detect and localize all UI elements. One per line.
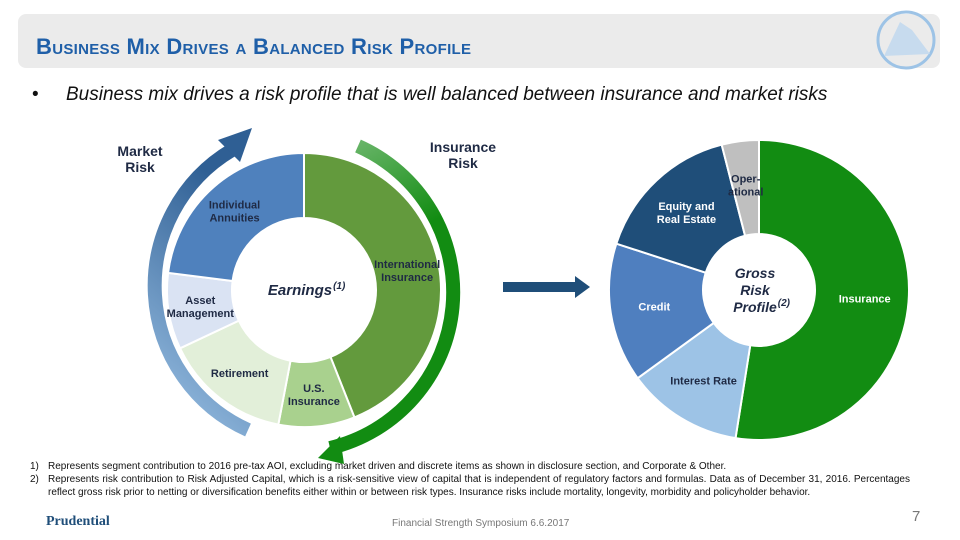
slice-label: Interest Rate	[670, 375, 737, 387]
slice-label: Asset Management	[167, 295, 235, 320]
slice-label: U.S. Insurance	[288, 383, 340, 408]
arrowhead	[218, 128, 252, 162]
slice-label: Insurance	[839, 293, 891, 305]
slice-label: Individual Annuities	[209, 200, 260, 225]
slice-label: Equity and Real Estate	[657, 201, 716, 226]
footnote-text: Represents segment contribution to 2016 …	[48, 461, 727, 472]
header-bar	[18, 14, 940, 68]
donut-slice	[615, 143, 747, 274]
slice-label: Credit	[638, 302, 670, 314]
page-number: 7	[912, 508, 921, 525]
footnote-num: 1)	[30, 461, 39, 472]
insurance-risk-arc	[328, 139, 461, 455]
logo: Prudential	[46, 514, 110, 529]
arrow	[503, 276, 590, 298]
market-risk-arc	[147, 143, 251, 437]
slice-label: Retirement	[211, 368, 269, 380]
center-label: Earnings	[268, 282, 332, 299]
footnote-text: Represents risk contribution to Risk Adj…	[48, 474, 910, 498]
footnote: 1) Represents segment contribution to 201…	[30, 461, 910, 474]
slice-label: International Insurance	[374, 259, 440, 284]
bullet-text: Business mix drives a risk profile that …	[66, 84, 828, 105]
donut-slice	[303, 151, 442, 419]
footnote: 2) Represents risk contribution to Risk A…	[30, 474, 910, 499]
center-label: Gross Risk Profile	[733, 265, 777, 315]
slide-title: Business Mix Drives a Balanced Risk Prof…	[36, 34, 472, 59]
donut-slice	[608, 242, 716, 380]
insurance-risk-label: Insurance Risk	[430, 139, 496, 171]
center-note: (1)	[333, 281, 346, 292]
footnote-num: 2)	[30, 474, 39, 485]
logo-mark	[876, 10, 936, 70]
arrowhead	[318, 436, 344, 464]
slice-label: Oper-ational	[728, 173, 763, 198]
center-note: (2)	[778, 298, 791, 309]
donut-slice	[720, 138, 760, 237]
footer-event: Financial Strength Symposium 6.6.2017	[392, 518, 570, 529]
donut-slice	[734, 138, 910, 441]
donut-slice	[166, 151, 305, 283]
market-risk-label: Market Risk	[117, 143, 162, 175]
